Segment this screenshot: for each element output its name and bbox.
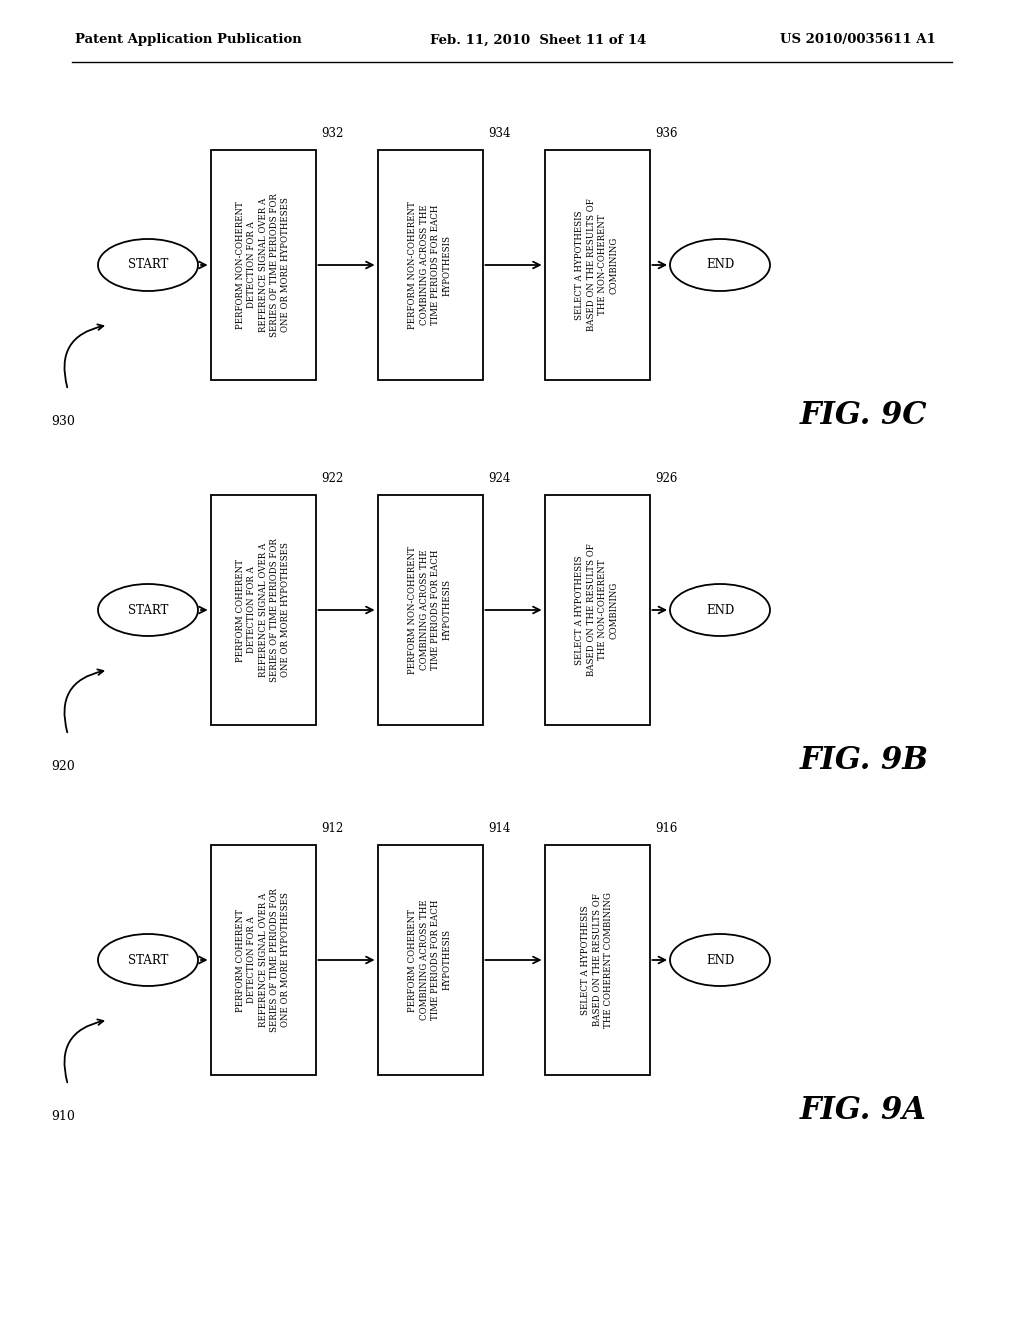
Bar (378, 495, 482, 725)
Bar (378, 150, 482, 380)
Text: 916: 916 (655, 822, 678, 836)
Text: FIG. 9A: FIG. 9A (800, 1096, 927, 1126)
Bar (545, 495, 649, 725)
Text: FIG. 9B: FIG. 9B (800, 744, 929, 776)
Ellipse shape (98, 935, 198, 986)
Text: PERFORM COHERENT
COMBINING ACROSS THE
TIME PERIODS FOR EACH
HYPOTHESIS: PERFORM COHERENT COMBINING ACROSS THE TI… (409, 900, 452, 1020)
Text: SELECT A HYPOTHESIS
BASED ON THE RESULTS OF
THE NON-COHERENT
COMBINING: SELECT A HYPOTHESIS BASED ON THE RESULTS… (575, 544, 618, 676)
Bar (545, 150, 649, 380)
Text: SELECT A HYPOTHESIS
BASED ON THE RESULTS OF
THE COHERENT COMBINING: SELECT A HYPOTHESIS BASED ON THE RESULTS… (581, 892, 613, 1028)
Text: 934: 934 (488, 127, 511, 140)
Text: END: END (706, 603, 734, 616)
Text: END: END (706, 953, 734, 966)
Text: 936: 936 (655, 127, 678, 140)
Text: PERFORM NON-COHERENT
DETECTION FOR A
REFERENCE SIGNAL OVER A
SERIES OF TIME PERI: PERFORM NON-COHERENT DETECTION FOR A REF… (236, 193, 291, 337)
Text: Patent Application Publication: Patent Application Publication (75, 33, 302, 46)
Text: 912: 912 (322, 822, 344, 836)
Text: PERFORM COHERENT
DETECTION FOR A
REFERENCE SIGNAL OVER A
SERIES OF TIME PERIODS : PERFORM COHERENT DETECTION FOR A REFEREN… (236, 539, 291, 682)
Text: 926: 926 (655, 473, 678, 484)
Text: 920: 920 (51, 760, 75, 774)
Text: 930: 930 (51, 414, 75, 428)
Bar (545, 845, 649, 1074)
Text: START: START (128, 259, 168, 272)
Ellipse shape (670, 583, 770, 636)
Ellipse shape (670, 239, 770, 290)
Bar (211, 495, 315, 725)
Text: US 2010/0035611 A1: US 2010/0035611 A1 (780, 33, 936, 46)
Text: 922: 922 (322, 473, 344, 484)
Text: PERFORM NON-COHERENT
COMBINING ACROSS THE
TIME PERIODS FOR EACH
HYPOTHESIS: PERFORM NON-COHERENT COMBINING ACROSS TH… (409, 201, 452, 329)
Bar (378, 845, 482, 1074)
Text: FIG. 9C: FIG. 9C (800, 400, 928, 432)
Ellipse shape (98, 239, 198, 290)
Text: START: START (128, 603, 168, 616)
Text: 914: 914 (488, 822, 511, 836)
Ellipse shape (98, 583, 198, 636)
Text: SELECT A HYPOTHESIS
BASED ON THE RESULTS OF
THE NON-COHERENT
COMBINING: SELECT A HYPOTHESIS BASED ON THE RESULTS… (575, 198, 618, 331)
Text: 910: 910 (51, 1110, 75, 1123)
Bar (211, 845, 315, 1074)
Text: 932: 932 (322, 127, 344, 140)
Ellipse shape (670, 935, 770, 986)
Text: END: END (706, 259, 734, 272)
Text: 924: 924 (488, 473, 511, 484)
Bar (211, 150, 315, 380)
Text: START: START (128, 953, 168, 966)
Text: PERFORM NON-COHERENT
COMBINING ACROSS THE
TIME PERIODS FOR EACH
HYPOTHESIS: PERFORM NON-COHERENT COMBINING ACROSS TH… (409, 546, 452, 675)
Text: PERFORM COHERENT
DETECTION FOR A
REFERENCE SIGNAL OVER A
SERIES OF TIME PERIODS : PERFORM COHERENT DETECTION FOR A REFEREN… (236, 888, 291, 1032)
Text: Feb. 11, 2010  Sheet 11 of 14: Feb. 11, 2010 Sheet 11 of 14 (430, 33, 646, 46)
